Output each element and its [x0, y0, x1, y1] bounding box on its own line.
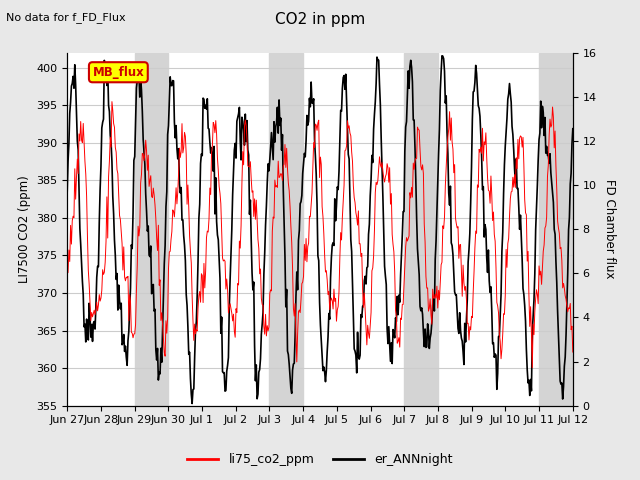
Text: No data for f_FD_Flux: No data for f_FD_Flux — [6, 12, 126, 23]
Bar — [404, 53, 438, 406]
Bar — [134, 53, 168, 406]
Bar — [269, 53, 303, 406]
Y-axis label: LI7500 CO2 (ppm): LI7500 CO2 (ppm) — [18, 175, 31, 283]
Y-axis label: FD Chamber flux: FD Chamber flux — [603, 180, 616, 279]
Text: CO2 in ppm: CO2 in ppm — [275, 12, 365, 27]
Legend: li75_co2_ppm, er_ANNnight: li75_co2_ppm, er_ANNnight — [182, 448, 458, 471]
Text: MB_flux: MB_flux — [93, 66, 144, 79]
Bar — [539, 53, 573, 406]
